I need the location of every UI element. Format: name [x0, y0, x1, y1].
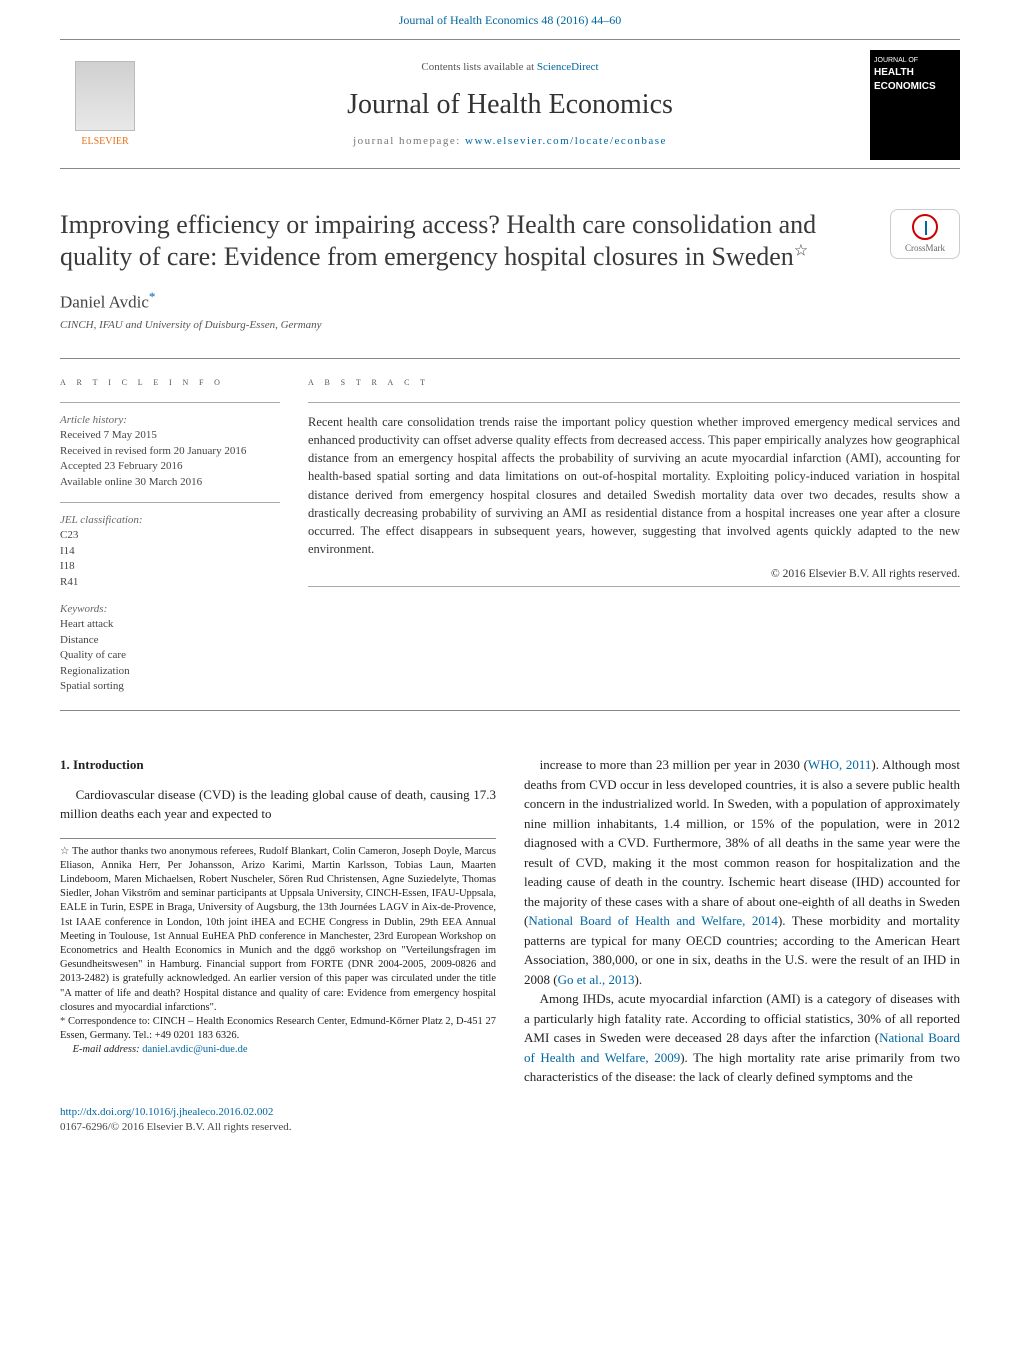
contents-available-line: Contents lists available at ScienceDirec…	[150, 60, 870, 75]
crossmark-icon	[912, 214, 938, 240]
affiliation: CINCH, IFAU and University of Duisburg-E…	[0, 318, 1020, 349]
journal-name: Journal of Health Economics	[150, 85, 870, 124]
kw-2: Quality of care	[60, 648, 280, 663]
crossmark-label: CrossMark	[905, 242, 945, 255]
p2a: increase to more than 23 million per yea…	[540, 757, 808, 772]
article-title: Improving efficiency or impairing access…	[60, 209, 870, 274]
author-corr-marker: *	[149, 289, 156, 304]
info-top-rule	[60, 358, 960, 359]
jel-2: I18	[60, 559, 280, 574]
issn-copyright: 0167-6296/© 2016 Elsevier B.V. All right…	[60, 1121, 292, 1133]
elsevier-tree-icon	[75, 61, 135, 131]
abstract-column: a b s t r a c t Recent health care conso…	[308, 375, 960, 695]
section-number: 1.	[60, 757, 70, 772]
article-info-heading: a r t i c l e i n f o	[60, 375, 280, 390]
abstract-copyright: © 2016 Elsevier B.V. All rights reserved…	[308, 566, 960, 582]
title-text: Improving efficiency or impairing access…	[60, 210, 816, 272]
p2b: ). Although most deaths from CVD occur i…	[524, 757, 960, 928]
article-info-column: a r t i c l e i n f o Article history: R…	[60, 375, 280, 695]
abstract-text: Recent health care consolidation trends …	[308, 413, 960, 558]
thanks-marker: ☆	[60, 846, 70, 857]
kw-4: Spatial sorting	[60, 679, 280, 694]
journal-homepage-line: journal homepage: www.elsevier.com/locat…	[150, 134, 870, 149]
jel-1: I14	[60, 544, 280, 559]
body-p2: increase to more than 23 million per yea…	[524, 755, 960, 989]
sciencedirect-link[interactable]: ScienceDirect	[537, 61, 599, 73]
history-online: Available online 30 March 2016	[60, 475, 280, 490]
info-rule-2	[60, 502, 280, 503]
body-two-column: 1. Introduction Cardiovascular disease (…	[0, 719, 1020, 1097]
footnotes-block: ☆ The author thanks two anonymous refere…	[60, 838, 496, 1058]
p2d: ).	[635, 972, 643, 987]
doi-link[interactable]: http://dx.doi.org/10.1016/j.jhealeco.201…	[60, 1106, 273, 1118]
running-head: Journal of Health Economics 48 (2016) 44…	[0, 0, 1020, 35]
publisher-logo: ELSEVIER	[60, 50, 150, 160]
homepage-prefix: journal homepage:	[353, 135, 465, 147]
history-accepted: Accepted 23 February 2016	[60, 459, 280, 474]
cite-nbhw-2014[interactable]: National Board of Health and Welfare, 20…	[528, 913, 778, 928]
corr-text: Correspondence to: CINCH – Health Econom…	[60, 1016, 496, 1041]
email-label: E-mail address:	[73, 1044, 140, 1055]
page-footer: http://dx.doi.org/10.1016/j.jhealeco.201…	[0, 1097, 1020, 1156]
homepage-link[interactable]: www.elsevier.com/locate/econbase	[465, 135, 667, 147]
history-received: Received 7 May 2015	[60, 428, 280, 443]
section-title: Introduction	[73, 757, 144, 772]
history-revised: Received in revised form 20 January 2016	[60, 444, 280, 459]
jel-0: C23	[60, 528, 280, 543]
history-label: Article history:	[60, 413, 280, 428]
journal-cover: JOURNAL OF HEALTH ECONOMICS	[870, 50, 960, 160]
jel-label: JEL classification:	[60, 513, 280, 528]
corr-email-link[interactable]: daniel.avdic@uni-due.de	[142, 1044, 247, 1055]
cite-go-2013[interactable]: Go et al., 2013	[558, 972, 635, 987]
cover-economics: ECONOMICS	[874, 80, 956, 94]
author-name: Daniel Avdic	[60, 292, 149, 311]
body-p3: Among IHDs, acute myocardial infarction …	[524, 989, 960, 1087]
section-heading: 1. Introduction	[60, 755, 496, 775]
cover-health: HEALTH	[874, 66, 956, 80]
abstract-heading: a b s t r a c t	[308, 375, 960, 390]
jel-3: R41	[60, 575, 280, 590]
kw-3: Regionalization	[60, 664, 280, 679]
abstract-bottom-rule	[308, 586, 960, 587]
info-rule-1	[60, 402, 280, 403]
kw-0: Heart attack	[60, 617, 280, 632]
cover-journal-of: JOURNAL OF	[874, 56, 956, 66]
title-footnote-marker: ☆	[794, 243, 808, 260]
masthead-bottom-rule	[60, 168, 960, 169]
cite-who-2011[interactable]: WHO, 2011	[808, 757, 871, 772]
publisher-name: ELSEVIER	[81, 136, 128, 147]
info-bottom-rule	[60, 710, 960, 711]
thanks-text: The author thanks two anonymous referees…	[60, 846, 496, 1013]
kw-1: Distance	[60, 633, 280, 648]
abstract-rule	[308, 402, 960, 403]
crossmark-badge[interactable]: CrossMark	[890, 209, 960, 259]
contents-prefix: Contents lists available at	[421, 61, 536, 73]
keywords-label: Keywords:	[60, 602, 280, 617]
author-line: Daniel Avdic*	[0, 274, 1020, 318]
body-p1: Cardiovascular disease (CVD) is the lead…	[60, 785, 496, 824]
corr-marker: *	[60, 1016, 65, 1027]
masthead: ELSEVIER Contents lists available at Sci…	[0, 40, 1020, 168]
